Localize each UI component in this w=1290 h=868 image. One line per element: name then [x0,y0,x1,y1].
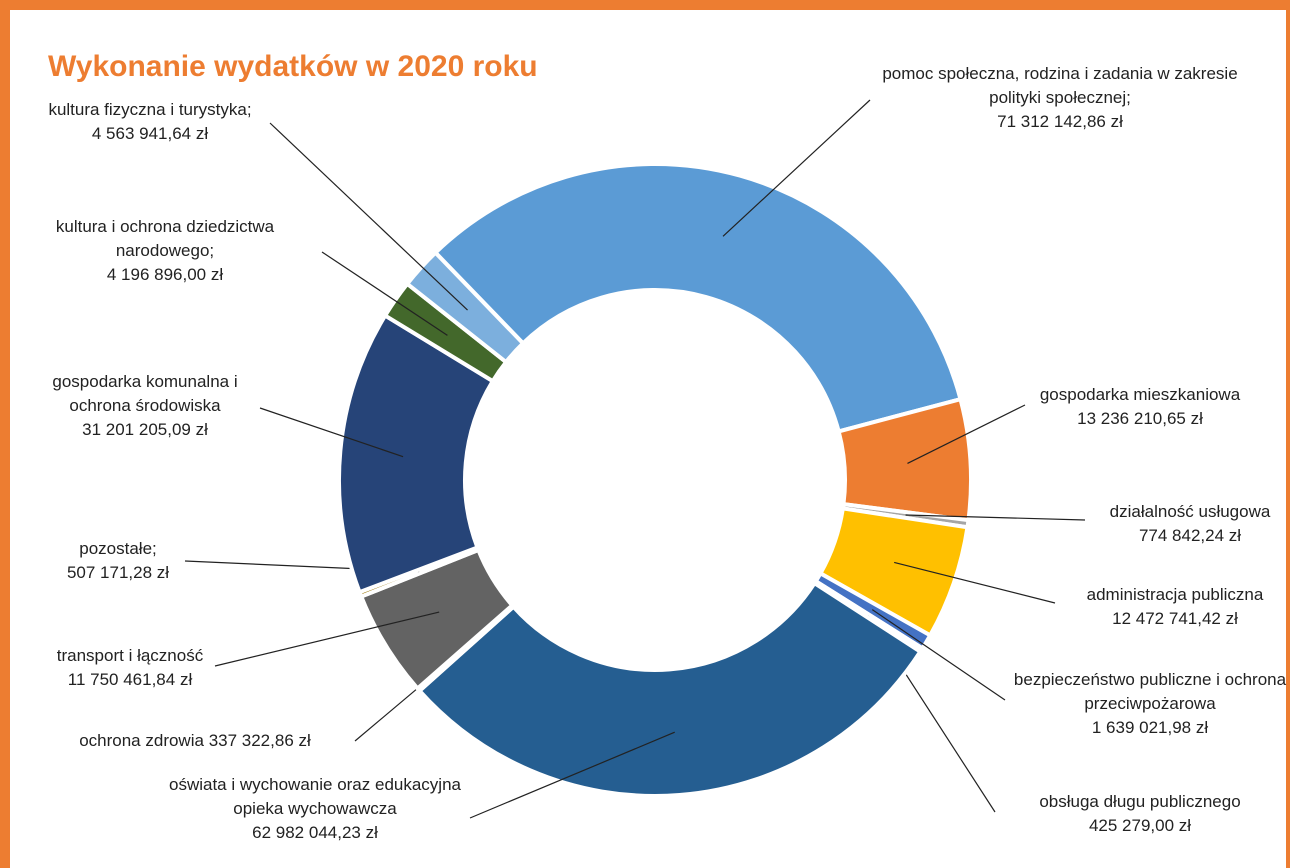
value-label: 4 196 896,00 zł [106,265,224,284]
category-name: ochrona zdrowia [79,731,204,750]
leader-line [259,407,404,458]
data-label: działalność usługowa 774 842,24 zł [1090,500,1290,548]
category-name: administracja publiczna [1086,585,1264,604]
data-label: administracja publiczna 12 472 741,42 zł [1055,583,1290,631]
donut-slice [416,580,924,798]
value-label: 13 236 210,65 zł [1077,409,1203,428]
leader-line [321,251,448,336]
leader-line [894,561,1056,604]
value-label: 71 312 142,86 zł [997,112,1123,131]
data-label: pomoc społeczna, rodzina i zadania w zak… [880,62,1240,134]
data-label: kultura fizyczna i turystyka; 4 563 941,6… [20,98,280,146]
value-label: 774 842,24 zł [1138,526,1242,545]
value-label: 31 201 205,09 zł [82,420,208,439]
category-name: kultura fizyczna i turystyka; [48,100,252,119]
data-label: kultura i ochrona dziedzictwa narodowego… [25,215,305,287]
data-label: bezpieczeństwo publiczne i ochrona przec… [1005,668,1290,740]
category-name: kultura i ochrona dziedzictwa narodowego… [55,217,275,260]
category-name: gospodarka mieszkaniowa [1039,385,1241,404]
donut-slice [432,162,963,434]
data-label: pozostałe; 507 171,28 zł [43,537,193,585]
value-label: 507 171,28 zł [66,563,170,582]
value-label: 11 750 461,84 zł [67,670,193,689]
leader-line [214,611,440,667]
value-label: 1 639 021,98 zł [1091,718,1209,737]
chart-title: Wykonanie wydatków w 2020 roku [48,50,538,83]
value-label: 62 982 044,23 zł [252,823,378,842]
data-label: ochrona zdrowia 337 322,86 zł [25,729,365,753]
leader-line [469,731,675,819]
value-label: 4 563 941,64 zł [91,124,209,143]
value-label: 425 279,00 zł [1088,816,1192,835]
leader-line [907,404,1026,464]
category-name: działalność usługowa [1109,502,1271,521]
data-label: obsługa długu publicznego 425 279,00 zł [995,790,1285,838]
data-label: transport i łączność 11 750 461,84 zł [15,644,245,692]
data-label: oświata i wychowanie oraz edukacyjna opi… [150,773,480,845]
category-name: oświata i wychowanie oraz edukacyjna opi… [169,775,461,818]
data-label: gospodarka mieszkaniowa 13 236 210,65 zł [1010,383,1270,431]
leader-line [871,609,1006,701]
leader-line [905,514,1086,521]
leader-line [269,122,468,311]
category-name: obsługa długu publicznego [1039,792,1241,811]
category-name: pomoc społeczna, rodzina i zadania w zak… [882,64,1238,107]
category-name: transport i łączność [56,646,204,665]
leader-line [722,99,871,237]
category-name: gospodarka komunalna i ochrona środowisk… [52,372,238,415]
value-label: 337 322,86 zł [208,731,311,750]
value-label: 12 472 741,42 zł [1112,609,1238,628]
category-name: pozostałe; [79,539,157,558]
category-name: bezpieczeństwo publiczne i ochrona przec… [1013,670,1287,713]
data-label: gospodarka komunalna i ochrona środowisk… [20,370,270,442]
